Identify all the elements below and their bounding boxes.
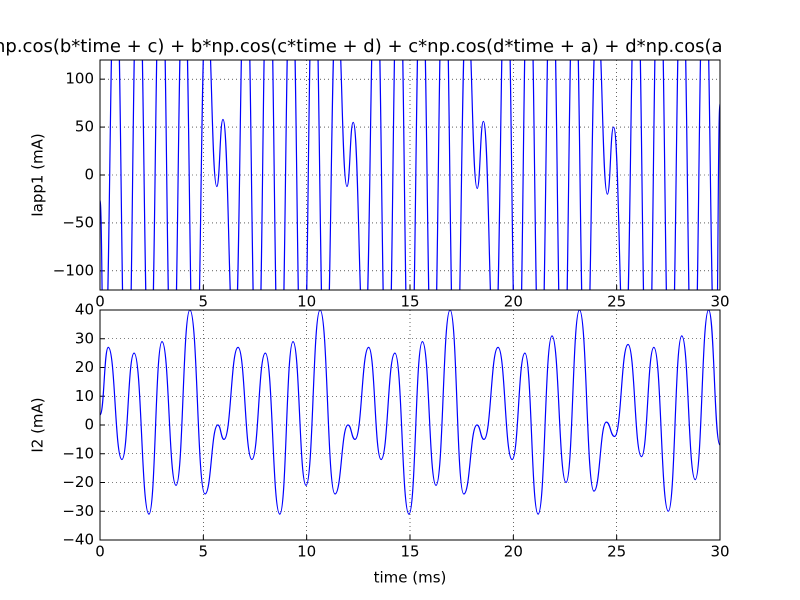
x-tick-label: 25 — [607, 293, 626, 311]
y-tick-label: 20 — [75, 358, 94, 376]
y-tick-label: −40 — [62, 531, 94, 549]
axes-frame — [99, 59, 721, 291]
x-tick-label: 30 — [710, 543, 729, 561]
y-tick-label: 0 — [84, 166, 94, 184]
y-tick-label: 50 — [75, 118, 94, 136]
axes-frame — [99, 309, 721, 541]
y-tick-label: 100 — [65, 70, 94, 88]
x-tick-label: 20 — [504, 293, 523, 311]
y-tick-label: −30 — [62, 502, 94, 520]
data-line — [100, 310, 720, 515]
chart-title: np.cos(b*time + c) + b*np.cos(c*time + d… — [0, 36, 723, 57]
y-tick-label: 0 — [84, 416, 94, 434]
x-tick-label: 10 — [297, 293, 316, 311]
y-tick-label: 40 — [75, 301, 94, 319]
x-tick-label: 15 — [400, 543, 419, 561]
x-tick-label: 25 — [607, 543, 626, 561]
y-tick-label: −100 — [53, 261, 94, 279]
x-tick-label: 20 — [504, 543, 523, 561]
x-tick-label: 30 — [710, 293, 729, 311]
x-tick-label: 5 — [199, 543, 209, 561]
y-tick-label: −20 — [62, 473, 94, 491]
x-tick-label: 5 — [199, 293, 209, 311]
x-tick-label: 10 — [297, 543, 316, 561]
y-tick-label: −10 — [62, 444, 94, 462]
y-axis-label: I2 (mA) — [29, 397, 47, 452]
y-tick-label: −50 — [62, 213, 94, 231]
x-axis-label: time (ms) — [374, 569, 447, 587]
x-tick-label: 0 — [95, 293, 105, 311]
x-tick-label: 15 — [400, 293, 419, 311]
y-axis-label: Iapp1 (mA) — [29, 133, 47, 217]
x-tick-label: 0 — [95, 543, 105, 561]
y-tick-label: 30 — [75, 329, 94, 347]
y-tick-label: 10 — [75, 387, 94, 405]
